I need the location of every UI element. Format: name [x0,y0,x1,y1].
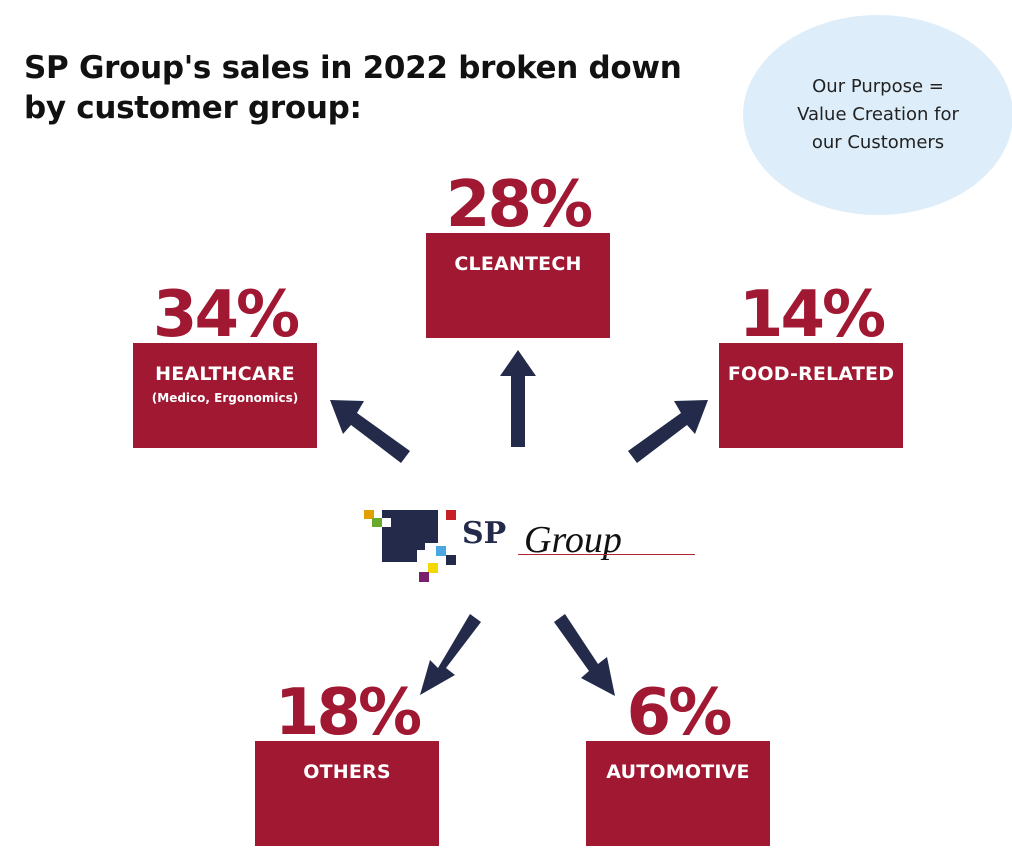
segment-sublabel: (Medico, Ergonomics) [151,391,299,405]
segment-box: AUTOMOTIVE [586,741,770,846]
segment-box: FOOD-RELATED [719,343,903,448]
logo-sp-text: SP [462,516,507,551]
purpose-bubble: Our Purpose = Value Creation for our Cus… [743,15,1012,215]
logo-square-purple [419,572,429,582]
segment-percent: 6% [626,676,733,750]
logo-underline [518,554,695,555]
segment-label: OTHERS [303,761,391,783]
segment-label: FOOD-RELATED [727,363,895,385]
title-line-1: SP Group's sales in 2022 broken down [24,50,682,86]
arrow-up-left-icon [330,400,410,463]
logo-square-yellow [428,563,438,573]
arrow-up-icon [500,350,536,447]
arrow-down-left-icon [420,614,481,695]
arrow-down-right-icon [554,614,615,696]
purpose-line-1: Our Purpose = [812,76,944,97]
segment-percent: 34% [152,278,300,352]
segment-percent: 28% [445,168,593,242]
segment-box: CLEANTECH [426,233,610,338]
logo-main-square [382,510,438,562]
segment-label: AUTOMOTIVE [606,761,750,783]
logo-square-green [372,518,382,527]
sp-group-logo-mark [364,510,456,582]
segment-percent: 14% [738,278,886,352]
arrow-up-right-icon [628,400,708,463]
segment-box: OTHERS [255,741,439,846]
segment-percent: 18% [274,676,422,750]
logo-group-text: Group [524,519,622,561]
purpose-line-2: Value Creation for [797,104,959,125]
segment-box: HEALTHCARE (Medico, Ergonomics) [133,343,317,448]
segment-label: HEALTHCARE [155,363,295,385]
page-title: SP Group's sales in 2022 broken down by … [24,48,704,128]
logo-square-red [446,510,456,520]
logo-square-orange [364,510,374,519]
logo-square-navy [446,555,456,565]
segment-label: CLEANTECH [454,253,582,275]
purpose-line-3: our Customers [811,132,945,153]
logo-square-blue [436,546,446,556]
title-line-2: by customer group: [24,90,362,126]
